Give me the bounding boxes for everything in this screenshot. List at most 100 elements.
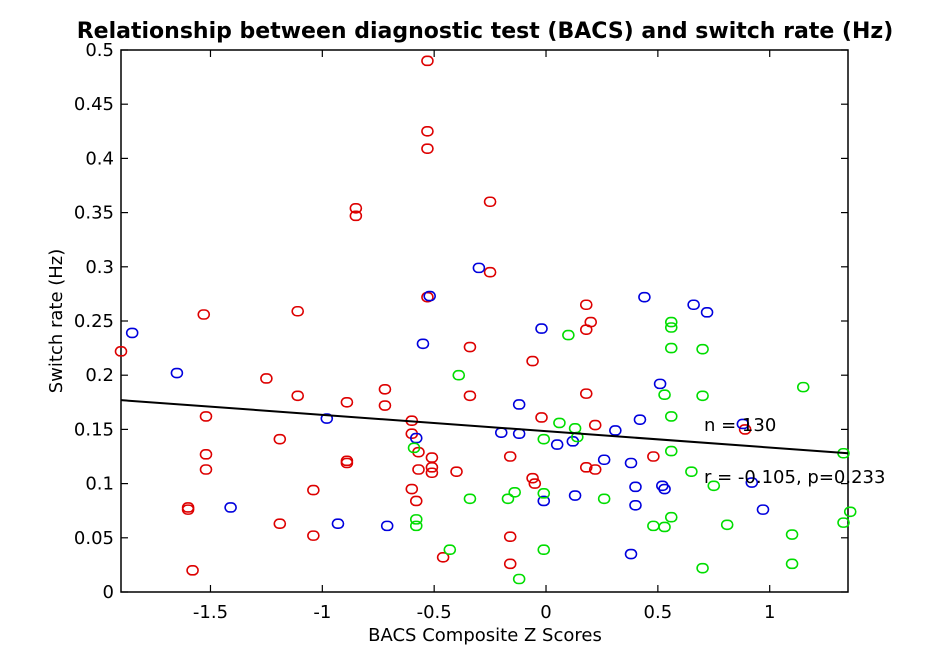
- data-point: [537, 544, 551, 556]
- data-point: [463, 390, 477, 402]
- data-point: [436, 552, 450, 563]
- data-point: [378, 383, 392, 395]
- data-point: [647, 451, 660, 462]
- data-point: [503, 531, 517, 543]
- data-point: [307, 530, 320, 541]
- data-point: [380, 520, 394, 532]
- y-axis-label: Switch rate (Hz): [46, 249, 67, 394]
- data-point: [624, 548, 638, 560]
- data-point: [409, 432, 423, 444]
- data-point: [450, 466, 463, 477]
- data-point: [664, 445, 678, 457]
- data-point: [197, 309, 211, 320]
- data-point: [597, 454, 611, 466]
- data-point: [609, 425, 622, 436]
- data-point: [664, 342, 678, 354]
- data-point: [588, 419, 602, 431]
- data-point: [597, 493, 611, 505]
- data-point: [407, 442, 421, 454]
- data-point: [443, 544, 457, 556]
- regression-line: [120, 399, 849, 455]
- data-point: [629, 481, 642, 493]
- data-point: [653, 378, 667, 390]
- data-point: [796, 381, 810, 393]
- data-point: [526, 472, 539, 484]
- data-point: [463, 493, 477, 505]
- data-point: [535, 323, 548, 334]
- data-point: [320, 413, 334, 424]
- data-point: [658, 483, 671, 495]
- data-point: [503, 558, 517, 570]
- data-point: [647, 520, 660, 532]
- data-point: [738, 424, 752, 435]
- data-point: [425, 462, 439, 473]
- data-points: [114, 55, 857, 585]
- data-point: [633, 414, 647, 425]
- data-point: [170, 367, 184, 379]
- y-tick-label: 0.45: [74, 94, 114, 115]
- data-point: [483, 196, 497, 208]
- data-point: [125, 327, 139, 339]
- data-point: [568, 490, 582, 501]
- y-tick-label: 0.5: [85, 40, 114, 61]
- data-point: [785, 529, 799, 540]
- data-point: [664, 322, 678, 333]
- data-point: [584, 316, 598, 328]
- data-point: [579, 462, 593, 473]
- x-tick-label: 0: [540, 602, 551, 623]
- y-axis: 0 0.05 0.1 0.15 0.2 0.25 0.3 0.35 0.4 0.45 0.5: [74, 40, 848, 603]
- y-tick-label: 0: [103, 582, 114, 603]
- data-point: [658, 521, 671, 533]
- annotation-correlation: r = -0.105, p=0.233: [704, 467, 885, 488]
- x-tick-label: 1: [764, 602, 775, 623]
- annotation-n: n = 130: [704, 415, 776, 436]
- data-point: [114, 346, 128, 357]
- data-point: [550, 439, 564, 450]
- data-point: [696, 343, 709, 355]
- data-point: [425, 452, 439, 463]
- data-point: [553, 417, 566, 429]
- data-point: [273, 518, 287, 530]
- data-point: [291, 305, 305, 317]
- data-point: [745, 477, 759, 488]
- data-point: [199, 464, 213, 475]
- data-point: [409, 520, 423, 532]
- data-point: [501, 493, 515, 505]
- data-point: [687, 299, 700, 311]
- data-point: [579, 299, 593, 311]
- data-point: [537, 488, 551, 499]
- y-tick-label: 0.15: [74, 419, 114, 440]
- data-point: [349, 210, 363, 222]
- data-point: [707, 480, 721, 492]
- data-point: [421, 143, 434, 154]
- data-point: [421, 291, 434, 303]
- data-point: [696, 390, 709, 402]
- data-point: [421, 55, 434, 67]
- data-point: [463, 341, 477, 353]
- x-tick-label: 0.5: [644, 602, 673, 623]
- plot-area: [120, 49, 849, 593]
- data-point: [340, 396, 354, 408]
- y-tick-label: 0.3: [85, 257, 114, 278]
- data-point: [696, 562, 709, 574]
- data-point: [421, 126, 434, 137]
- y-tick-label: 0.4: [85, 148, 114, 169]
- data-point: [378, 400, 392, 411]
- data-point: [412, 464, 425, 475]
- data-point: [638, 291, 651, 303]
- data-point: [568, 423, 582, 434]
- data-point: [405, 483, 419, 495]
- data-point: [181, 504, 195, 515]
- data-point: [186, 565, 199, 576]
- data-point: [452, 369, 466, 381]
- data-point: [483, 266, 497, 278]
- data-point: [685, 466, 698, 477]
- x-axis: -1.5 -1 -0.5 0 0.5 1: [193, 50, 775, 623]
- data-point: [199, 449, 213, 460]
- data-point: [720, 519, 734, 531]
- data-point: [512, 428, 526, 440]
- data-point: [512, 399, 526, 410]
- y-tick-label: 0.05: [74, 528, 114, 549]
- chart-title: Relationship between diagnostic test (BA…: [77, 19, 894, 44]
